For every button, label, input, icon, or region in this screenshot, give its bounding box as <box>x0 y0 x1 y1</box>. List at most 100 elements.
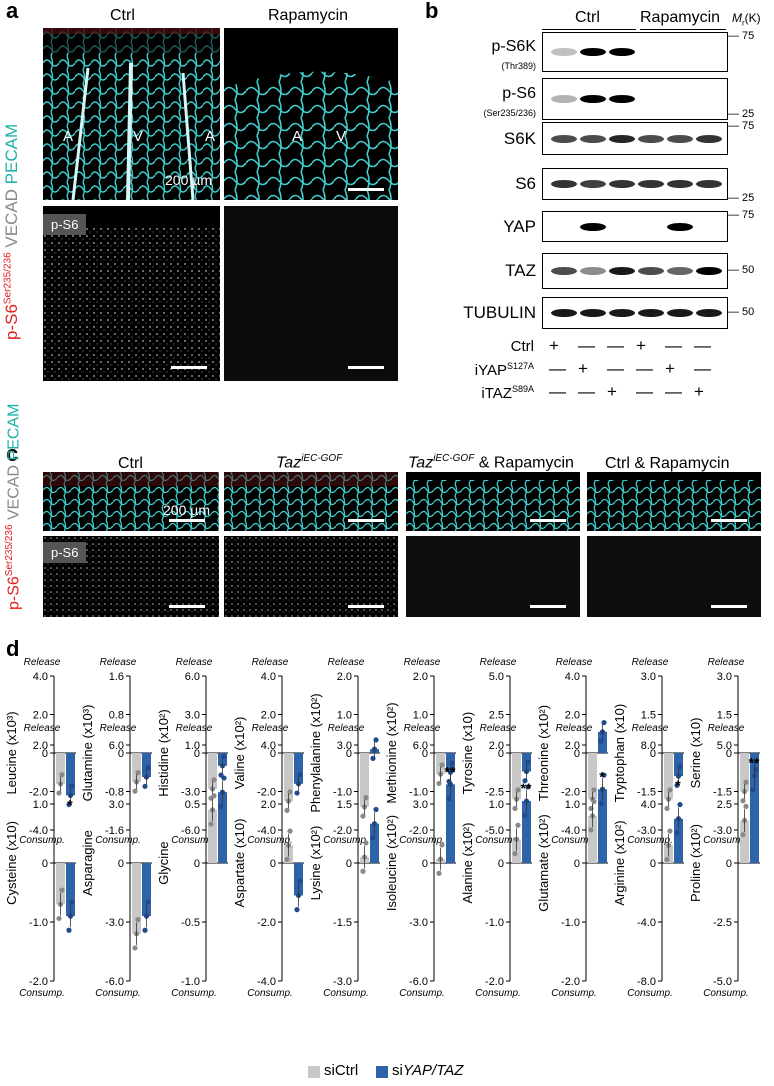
blot-band <box>580 309 606 317</box>
scale-bar <box>169 519 205 522</box>
bar-sictrl <box>360 753 369 807</box>
blot-s6 <box>542 168 728 200</box>
consump-label: Consump. <box>19 988 65 999</box>
replicate-dot <box>297 771 303 778</box>
y-tick-label: 1.0 <box>489 799 504 811</box>
y-tick-label: -6.0 <box>105 976 124 988</box>
replicate-dot <box>56 915 62 922</box>
blot-label: YAP <box>430 217 536 237</box>
release-label: Release <box>480 723 517 734</box>
blot-band <box>667 180 693 188</box>
blot-protein-name: p-S6K <box>491 38 536 55</box>
label-vecad: VECAD <box>5 460 23 525</box>
bar-sictrl <box>56 863 65 905</box>
significance-mark: ** <box>521 780 532 796</box>
replicate-dot <box>219 789 226 795</box>
replicate-dot <box>513 796 520 802</box>
inset-label: p-S6 <box>43 214 87 235</box>
replicate-dot <box>740 798 746 804</box>
bar-siyaptaz <box>522 753 531 772</box>
y-tick-label: 0 <box>422 748 428 760</box>
y-tick-label: -2.0 <box>409 825 428 837</box>
y-tick-label: 3.0 <box>717 671 732 683</box>
blot-label: p-S6 (Ser235/236) <box>430 85 536 121</box>
y-tick-label: 0 <box>194 858 200 870</box>
consump-label: Consump. <box>475 835 521 846</box>
y-tick-label: 8.0 <box>641 740 656 752</box>
y-axis-label: Histidine (x10²) <box>156 709 171 796</box>
replicate-dot <box>515 822 521 828</box>
replicate-dot <box>751 773 758 779</box>
y-axis-label: Phenylalanine (x10²) <box>308 693 323 812</box>
y-tick-label: 3.0 <box>641 671 656 683</box>
replicate-dot <box>209 807 216 813</box>
group-line <box>640 29 726 30</box>
y-tick-label: -3.0 <box>181 787 200 799</box>
replicate-dot <box>665 796 672 802</box>
y-tick-label: 0 <box>270 858 276 870</box>
consump-label: Consump. <box>95 988 141 999</box>
y-tick-label: 1.0 <box>565 799 580 811</box>
y-axis-label: Lysine (x10²) <box>308 826 323 901</box>
release-label: Release <box>404 657 441 668</box>
title-gene: Taz <box>408 454 434 472</box>
condition-sign: — <box>665 382 682 401</box>
blot-protein-name: TUBULIN <box>463 303 536 322</box>
bar-siyaptaz <box>674 753 683 777</box>
bar-siyaptaz <box>446 784 455 863</box>
replicate-dot <box>142 927 148 933</box>
y-tick-label: 3.0 <box>185 710 200 722</box>
condition-sign: — <box>607 336 624 355</box>
replicate-dot <box>373 806 379 813</box>
blot-protein-name: S6 <box>515 174 536 193</box>
y-tick-label: -1.0 <box>181 976 200 988</box>
y-tick-label: -6.0 <box>409 976 428 988</box>
blot-band <box>580 48 606 56</box>
bar-siyaptaz <box>750 753 759 779</box>
blot-band <box>551 134 577 143</box>
y-tick-label: -2.0 <box>257 787 276 799</box>
replicate-dot <box>361 804 368 810</box>
condition-sign: + <box>694 382 704 401</box>
significance-mark: * <box>599 768 605 784</box>
panel-label-b: b <box>425 0 439 23</box>
micrograph-c-ps6 <box>587 536 761 617</box>
bar-sictrl <box>664 845 673 863</box>
replicate-dot <box>361 854 368 860</box>
replicate-dot <box>294 907 300 913</box>
replicate-dot <box>287 828 293 834</box>
blot-band <box>580 134 606 143</box>
blot-band <box>638 309 664 317</box>
y-tick-label: 0 <box>42 748 48 760</box>
replicate-dot <box>371 746 378 752</box>
condition-sign: — <box>578 336 595 355</box>
consump-label: Consump. <box>247 988 293 999</box>
replicate-dot <box>598 738 604 744</box>
y-tick-label: -1.5 <box>333 917 352 929</box>
replicate-dot <box>370 755 376 761</box>
blot-band <box>638 267 664 275</box>
y-tick-label: 2.0 <box>33 740 48 752</box>
panel-c-title-ctrl: Ctrl <box>118 455 143 472</box>
condition-name: Ctrl <box>510 338 534 355</box>
blot-band <box>638 134 664 143</box>
bar-sictrl <box>284 753 293 802</box>
replicate-dot <box>132 788 138 794</box>
legend-label-siyaptaz: siYAP/TAZ <box>392 1062 463 1079</box>
replicate-dot <box>740 832 746 838</box>
y-tick-label: -1.0 <box>333 787 352 799</box>
y-tick-label: -4.0 <box>257 825 276 837</box>
y-tick-label: 4.0 <box>565 671 580 683</box>
micrograph-c-merge <box>587 472 761 531</box>
replicate-dot <box>57 901 64 907</box>
replicate-dot <box>523 768 530 775</box>
replicate-dot <box>142 783 148 789</box>
y-tick-label: -0.5 <box>181 917 200 929</box>
replicate-dot <box>447 781 454 787</box>
release-label: Release <box>176 723 213 734</box>
replicate-dot <box>743 803 749 809</box>
vessel-network-image <box>224 71 398 200</box>
replicate-dot <box>294 790 300 796</box>
replicate-dot <box>664 805 670 812</box>
y-tick-label: 2.5 <box>717 799 732 811</box>
